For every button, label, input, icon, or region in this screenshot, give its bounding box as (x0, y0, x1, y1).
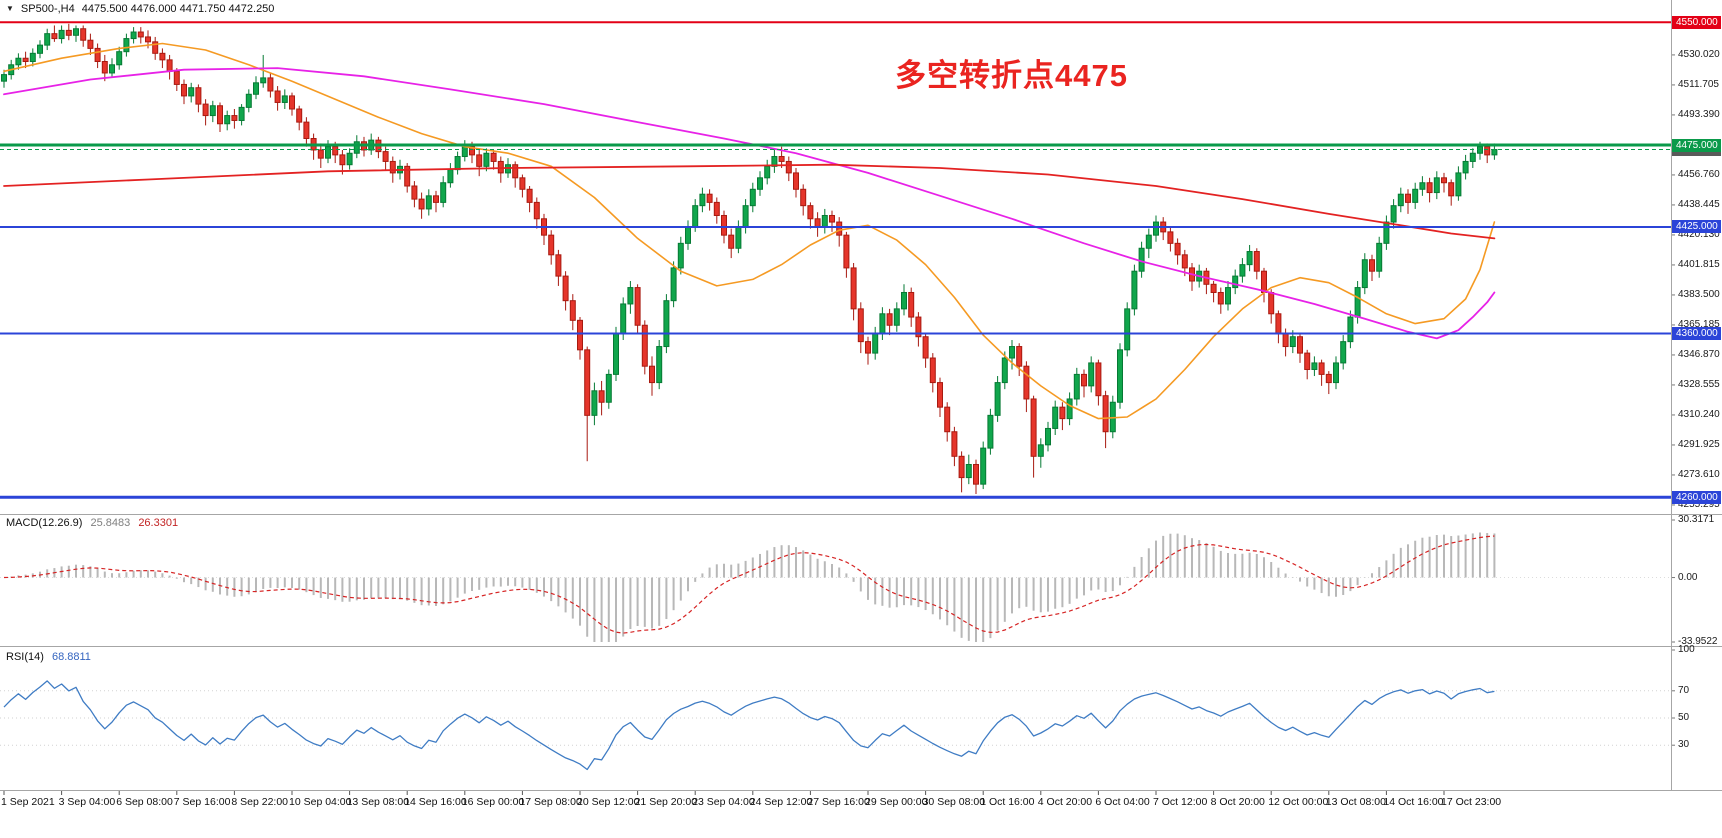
time-axis-label: 10 Sep 04:00 (289, 796, 352, 808)
price-tick-label: 4346.870 (1678, 348, 1720, 360)
chart-header: ▼ SP500-,H4 4475.500 4476.000 4471.750 4… (6, 3, 274, 15)
time-axis-label: 30 Sep 08:00 (922, 796, 986, 808)
rsi-scale-label: 100 (1678, 644, 1695, 655)
macd-scale-label: 0.00 (1678, 571, 1698, 583)
macd-main-value: 25.8483 (90, 517, 131, 529)
time-axis-label: 29 Sep 00:00 (865, 796, 928, 808)
time-axis-label: 13 Sep 08:00 (346, 796, 410, 808)
candlestick-series (1, 23, 1498, 494)
rsi-value: 68.8811 (51, 651, 91, 663)
price-tick-label: 4456.760 (1678, 168, 1720, 180)
macd-label-row: MACD(12.26.9) 25.8483 26.3301 (6, 517, 183, 529)
ohlc-values: 4475.500 4476.000 4471.750 4472.250 (81, 3, 275, 15)
price-tick-label: 4365.185 (1678, 318, 1720, 330)
ma-mid-magenta (3, 67, 1496, 340)
macd-name-label: MACD(12.26.9) (6, 517, 83, 529)
time-axis-label: 1 Oct 16:00 (980, 796, 1035, 808)
symbol-period-label: SP500-,H4 (20, 3, 75, 15)
time-axis-label: 17 Sep 08:00 (519, 796, 582, 808)
time-axis-label: 7 Oct 12:00 (1153, 796, 1208, 808)
price-tick-label: 4310.240 (1678, 408, 1720, 420)
price-tick-label: 4493.390 (1678, 108, 1720, 120)
time-axis-label: 14 Oct 16:00 (1383, 796, 1444, 808)
time-axis[interactable]: 1 Sep 2021 3 Sep 04:00 6 Sep 08:00 7 Sep 16… (0, 794, 1671, 816)
time-axis-label: 14 Sep 16:00 (404, 796, 467, 808)
time-axis-label: 1 Sep 2021 (1, 796, 55, 808)
time-axis-label: 4 Oct 20:00 (1037, 796, 1093, 808)
time-axis-label: 17 Oct 23:00 (1441, 796, 1502, 808)
price-tick-label: 4438.445 (1678, 198, 1720, 210)
annotation-text: 多空转折点4475 (895, 58, 1128, 93)
macd-signal-line (3, 535, 1495, 634)
price-tick-label: 4328.555 (1678, 378, 1720, 390)
time-axis-label: 21 Sep 20:00 (634, 796, 698, 808)
price-badge: 4360.000 (1672, 326, 1721, 340)
price-badge: 4475.000 (1672, 138, 1721, 152)
time-axis-label: 16 Sep 00:00 (461, 796, 525, 808)
time-axis-label: 6 Oct 04:00 (1095, 796, 1150, 808)
rsi-scale-label: 50 (1678, 712, 1690, 723)
symbol-marker-icon: ▼ (6, 4, 14, 13)
macd-scale-label: 30.3171 (1678, 514, 1715, 525)
price-badge: 4550.000 (1672, 15, 1721, 29)
price-scale[interactable]: 4530.020 4511.705 4493.390 4456.760 4438.445… (1671, 0, 1722, 790)
price-tick-label: 4401.815 (1678, 258, 1720, 270)
price-tick-label: 4255.295 (1678, 498, 1720, 510)
time-axis-label: 6 Sep 08:00 (116, 796, 173, 808)
time-axis-label: 27 Sep 16:00 (807, 796, 870, 808)
time-axis-label: 8 Oct 20:00 (1210, 796, 1265, 808)
price-tick-label: 4273.610 (1678, 468, 1720, 480)
time-axis-label: 8 Sep 22:00 (231, 796, 289, 808)
price-badge: 4425.000 (1672, 220, 1721, 234)
time-axis-label: 20 Sep 12:00 (577, 796, 640, 808)
macd-signal-value: 26.3301 (138, 517, 179, 529)
ma-slow-red (3, 163, 1496, 240)
macd-scale-label: -33.9522 (1678, 636, 1718, 647)
price-tick-label: 4291.925 (1678, 438, 1720, 450)
price-tick-label: 4511.705 (1678, 78, 1719, 90)
macd-histogram (10, 532, 1496, 642)
price-tick-label: 4420.130 (1678, 228, 1720, 240)
rsi-name-label: RSI(14) (6, 651, 44, 663)
time-axis-label: 24 Sep 12:00 (749, 796, 813, 808)
time-axis-label: 12 Oct 00:00 (1268, 796, 1329, 808)
ma-fast-orange (3, 42, 1496, 420)
price-tick-label: 4383.500 (1678, 288, 1720, 300)
price-tick-label: 4530.020 (1678, 48, 1720, 60)
rsi-scale-label: 70 (1678, 684, 1690, 696)
rsi-scale-label: 30 (1678, 739, 1690, 751)
price-badge: 4260.000 (1672, 490, 1721, 504)
time-axis-label: 23 Sep 04:00 (692, 796, 755, 808)
time-axis-label: 7 Sep 16:00 (173, 796, 231, 808)
time-axis-label: 13 Oct 08:00 (1325, 796, 1386, 808)
time-axis-label: 3 Sep 04:00 (58, 796, 116, 808)
rsi-line (3, 680, 1495, 771)
rsi-label-row: RSI(14) 68.8811 (6, 651, 96, 663)
